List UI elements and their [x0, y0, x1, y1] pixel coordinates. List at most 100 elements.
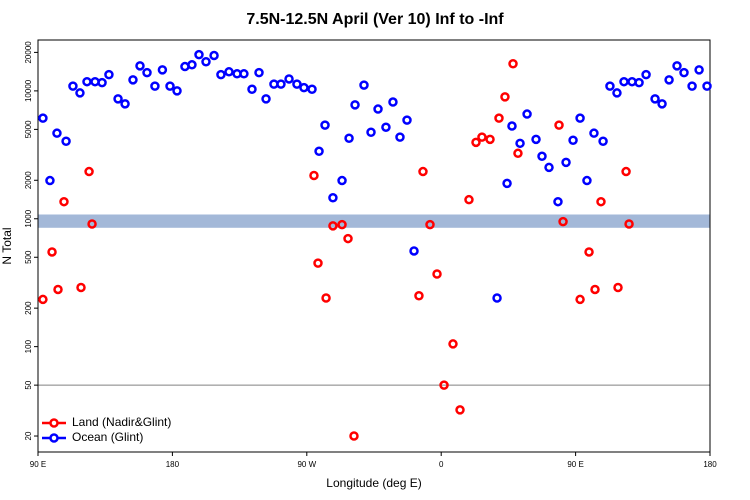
data-point [561, 157, 571, 168]
y-tick-label: 10000 [24, 79, 33, 102]
data-point [464, 194, 474, 205]
data-point [299, 82, 309, 93]
data-point [38, 294, 48, 305]
data-point [650, 94, 660, 104]
y-tick-label: 5000 [24, 120, 33, 138]
data-point [350, 100, 360, 110]
data-point [75, 88, 85, 98]
x-axis-label: Longitude (deg E) [326, 476, 421, 490]
x-tick-label: 90 E [567, 460, 583, 469]
data-point [142, 67, 152, 78]
data-point [328, 192, 338, 203]
data-point [349, 431, 359, 441]
data-point [59, 196, 69, 207]
data-point [425, 219, 435, 230]
data-point [589, 128, 599, 138]
data-point [52, 128, 62, 138]
data-point [694, 65, 704, 75]
legend-marker [49, 433, 59, 443]
data-point [500, 92, 510, 102]
data-point [432, 269, 442, 279]
data-point [366, 127, 376, 137]
data-point [261, 94, 271, 104]
y-axis-label: N Total [0, 227, 14, 264]
data-point [381, 122, 391, 132]
data-point [276, 79, 286, 89]
data-point [664, 75, 674, 85]
data-point [575, 294, 585, 305]
data-point [672, 61, 682, 71]
data-point [76, 282, 86, 293]
legend-label: Land (Nadir&Glint) [72, 415, 171, 429]
data-point [150, 81, 160, 91]
data-point [157, 65, 168, 75]
data-point [84, 166, 94, 177]
y-tick-label: 2000 [24, 171, 33, 189]
data-point [621, 166, 631, 177]
y-tick-label: 20 [24, 431, 33, 440]
data-point [679, 67, 689, 78]
data-point [494, 113, 504, 123]
data-point [513, 148, 523, 159]
data-point [455, 405, 465, 415]
y-tick-label: 100 [24, 339, 33, 353]
data-point [247, 84, 257, 94]
data-point [87, 219, 97, 229]
data-point [414, 291, 424, 301]
x-tick-label: 180 [703, 460, 717, 469]
data-point [120, 99, 130, 109]
data-point [471, 137, 481, 148]
data-point [344, 133, 354, 144]
plot-frame [37, 39, 711, 453]
data-point [113, 94, 123, 104]
data-point [634, 77, 644, 88]
y-tick-label: 20000 [24, 41, 33, 64]
data-point [321, 293, 331, 303]
data-point [68, 81, 78, 91]
data-point [224, 67, 234, 77]
data-point [373, 104, 383, 114]
data-point [388, 97, 398, 107]
data-point [209, 50, 219, 61]
data-point [702, 81, 712, 91]
data-point [596, 196, 606, 207]
data-point [307, 84, 317, 94]
legend-marker [49, 418, 59, 428]
y-tick-label: 200 [24, 301, 33, 315]
data-point [395, 132, 405, 142]
data-point [82, 76, 92, 87]
data-point [194, 49, 204, 60]
data-point [292, 79, 302, 89]
data-point [284, 74, 294, 84]
data-point [343, 233, 353, 244]
data-point [328, 221, 338, 231]
data-point [558, 216, 568, 227]
data-point [239, 69, 249, 79]
data-point [492, 293, 502, 303]
data-point [522, 109, 532, 119]
data-point [45, 175, 55, 186]
data-point [590, 284, 600, 295]
x-tick-label: 90 W [297, 460, 316, 469]
data-point [409, 246, 419, 256]
data-point [128, 75, 138, 85]
data-point [568, 135, 578, 146]
data-point [359, 80, 369, 90]
data-point [508, 59, 518, 69]
data-point [544, 162, 554, 173]
data-point [641, 69, 651, 80]
data-point [254, 67, 264, 78]
chart-title: 7.5N-12.5N April (Ver 10) Inf to -Inf [246, 11, 504, 28]
data-point [531, 134, 541, 145]
data-point [584, 247, 594, 257]
x-tick-label: 0 [439, 460, 444, 469]
data-point [612, 88, 622, 98]
legend-label: Ocean (Glint) [72, 430, 143, 444]
data-point [61, 136, 71, 146]
data-point [515, 138, 525, 149]
data-point [47, 247, 57, 257]
y-tick-label: 500 [24, 250, 33, 264]
y-tick-label: 1000 [24, 209, 33, 227]
data-point [502, 178, 512, 189]
